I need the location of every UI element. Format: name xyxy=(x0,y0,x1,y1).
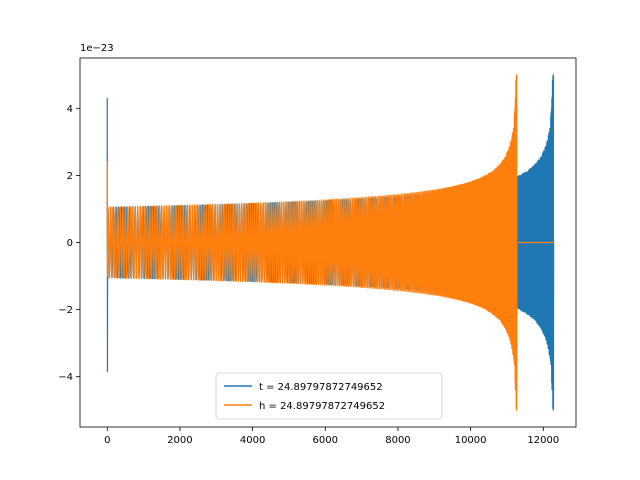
x-tick-label: 0 xyxy=(104,435,110,446)
legend-box xyxy=(215,372,443,420)
x-tick-label: 4000 xyxy=(240,435,265,446)
legend-label-1: t = 24.89797872749652 xyxy=(259,382,383,393)
y-tick-label: 4 xyxy=(67,104,73,115)
x-tick-label: 6000 xyxy=(313,435,338,446)
legend: t = 24.89797872749652 h = 24.897978727496… xyxy=(215,372,443,420)
legend-label-2: h = 24.89797872749652 xyxy=(259,401,385,412)
x-tick-label: 10000 xyxy=(455,435,487,446)
x-axis: 0 2000 4000 6000 8000 10000 12000 xyxy=(104,427,559,446)
x-tick-label: 12000 xyxy=(527,435,559,446)
y-offset-label: 1e−23 xyxy=(80,43,114,54)
series-line-2 xyxy=(106,74,555,411)
y-tick-label: 0 xyxy=(67,238,73,249)
series-layer xyxy=(106,74,555,411)
x-tick-label: 2000 xyxy=(167,435,192,446)
y-axis: −4 −2 0 2 4 xyxy=(58,104,80,383)
x-tick-label: 8000 xyxy=(385,435,410,446)
y-tick-label: −4 xyxy=(58,372,73,383)
y-tick-label: −2 xyxy=(58,305,73,316)
y-tick-label: 2 xyxy=(67,171,73,182)
